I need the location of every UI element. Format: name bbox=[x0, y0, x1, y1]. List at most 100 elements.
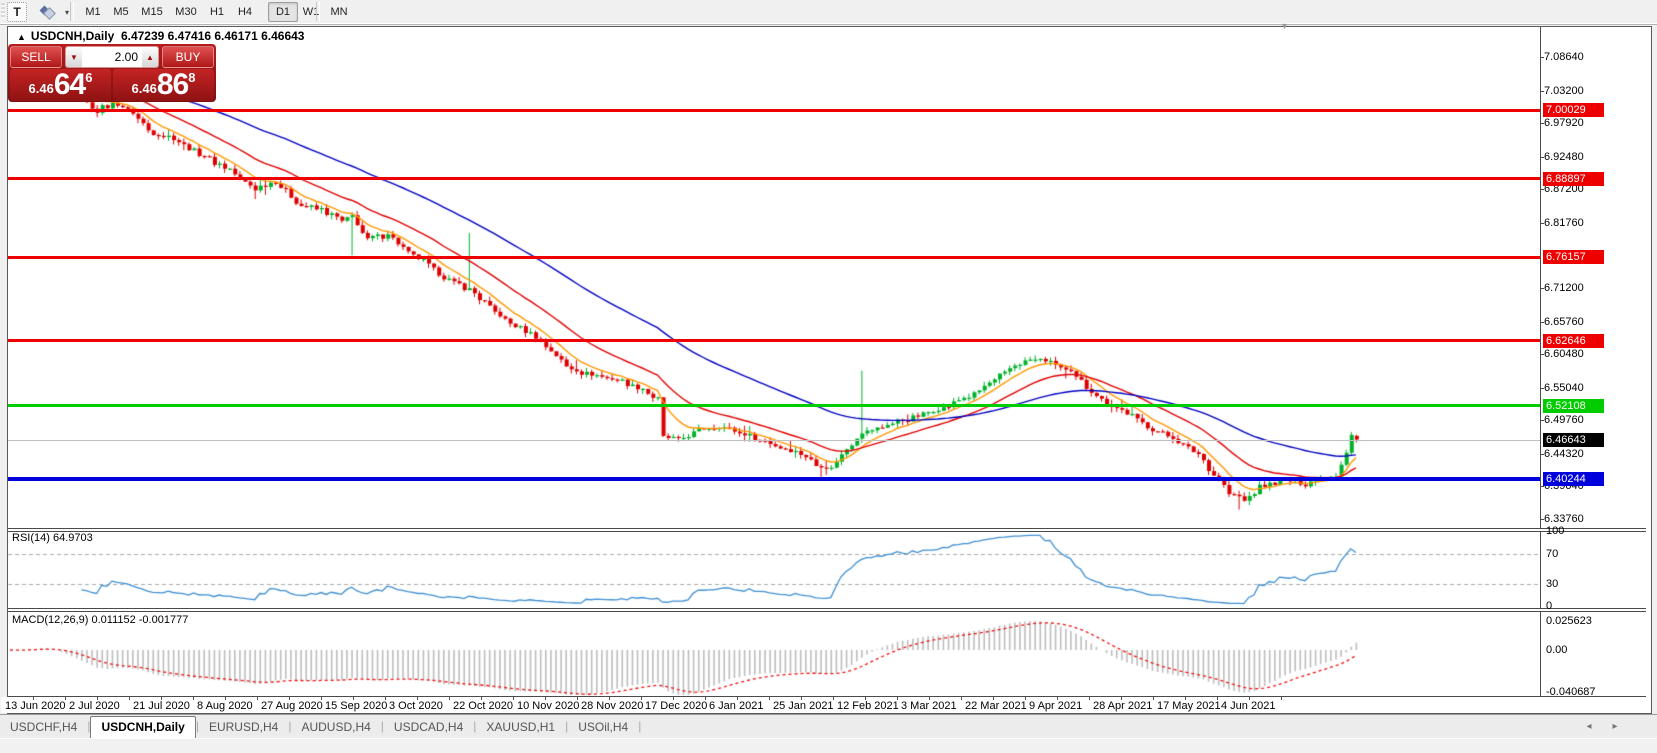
price-tick-label: 6.65760 bbox=[1544, 316, 1584, 328]
price-tick-label: 6.81760 bbox=[1544, 217, 1584, 229]
price-tick-label: 6.60480 bbox=[1544, 348, 1584, 360]
chart-shift-marker-icon[interactable]: ▼ bbox=[1280, 21, 1289, 31]
price-tick-mark bbox=[1540, 123, 1544, 124]
rsi-label: RSI(14) 64.9703 bbox=[12, 532, 93, 544]
date-tick-mark bbox=[481, 697, 482, 700]
level-price-label: 6.40244 bbox=[1543, 472, 1604, 486]
date-label: 22 Mar 2021 bbox=[965, 700, 1027, 712]
date-tick-mark bbox=[1281, 697, 1282, 700]
price-tick-label: 6.49760 bbox=[1544, 414, 1584, 426]
macd-scale-label: -0.040687 bbox=[1546, 686, 1596, 698]
date-tick-mark bbox=[161, 697, 162, 700]
date-tick-mark bbox=[577, 697, 578, 700]
date-tick-mark bbox=[1025, 697, 1026, 700]
date-label: 8 Aug 2020 bbox=[197, 700, 253, 712]
macd-label: MACD(12,26,9) 0.011152 -0.001777 bbox=[12, 614, 189, 626]
price-tick-mark bbox=[1540, 354, 1544, 355]
rsi-scale-label: 30 bbox=[1546, 578, 1559, 590]
date-tick-mark bbox=[385, 697, 386, 700]
price-tick-label: 6.33760 bbox=[1544, 513, 1584, 525]
volume-decrease-button[interactable]: ▼ bbox=[66, 47, 82, 67]
date-tick-mark bbox=[1121, 697, 1122, 700]
price-tick-mark bbox=[1540, 486, 1544, 487]
date-label: 22 Oct 2020 bbox=[453, 700, 513, 712]
volume-increase-button[interactable]: ▲ bbox=[142, 47, 158, 67]
date-label: 28 Nov 2020 bbox=[581, 700, 644, 712]
level-line-7.00029[interactable] bbox=[8, 109, 1540, 112]
price-tick-label: 7.03200 bbox=[1544, 85, 1584, 97]
current-price-label: 6.46643 bbox=[1543, 433, 1604, 447]
date-tick-mark bbox=[609, 697, 610, 700]
level-price-label: 6.52108 bbox=[1543, 399, 1604, 413]
date-label: 27 Aug 2020 bbox=[261, 700, 323, 712]
one-click-trading-panel: SELL ▼ 2.00 ▲ BUY 6.46 64 6 6.46 86 8 bbox=[8, 44, 216, 102]
date-tick-mark bbox=[1153, 697, 1154, 700]
date-tick-mark bbox=[897, 697, 898, 700]
date-tick-mark bbox=[1185, 697, 1186, 700]
price-tick-label: 6.97920 bbox=[1544, 117, 1584, 129]
rsi-scale-label: 0 bbox=[1546, 600, 1553, 612]
level-line-6.40244[interactable] bbox=[8, 477, 1540, 481]
date-tick-mark bbox=[961, 697, 962, 700]
level-price-label: 6.62646 bbox=[1543, 334, 1604, 348]
collapse-arrow-icon[interactable]: ▲ bbox=[17, 32, 26, 42]
price-tick-mark bbox=[1540, 388, 1544, 389]
price-tick-label: 6.71200 bbox=[1544, 282, 1584, 294]
price-tick-mark bbox=[1540, 91, 1544, 92]
price-tick-label: 7.08640 bbox=[1544, 51, 1584, 63]
price-tick-mark bbox=[1540, 322, 1544, 323]
price-tick-label: 6.44320 bbox=[1544, 448, 1584, 460]
current-price-line bbox=[8, 440, 1540, 441]
date-tick-mark bbox=[1057, 697, 1058, 700]
buy-price[interactable]: 6.46 86 8 bbox=[113, 69, 214, 101]
price-tick-mark bbox=[1540, 519, 1544, 520]
date-tick-mark bbox=[65, 697, 66, 700]
date-tick-mark bbox=[801, 697, 802, 700]
level-line-6.62646[interactable] bbox=[8, 339, 1540, 342]
level-line-6.52108[interactable] bbox=[8, 404, 1540, 407]
date-tick-mark bbox=[1089, 697, 1090, 700]
date-tick-mark bbox=[513, 697, 514, 700]
date-tick-mark bbox=[449, 697, 450, 700]
date-tick-mark bbox=[1217, 697, 1218, 700]
price-tick-mark bbox=[1540, 454, 1544, 455]
price-tick-label: 6.87200 bbox=[1544, 183, 1584, 195]
ohlc-values: 6.47239 6.47416 6.46171 6.46643 bbox=[120, 29, 305, 43]
date-tick-mark bbox=[417, 697, 418, 700]
buy-price-point: 8 bbox=[188, 70, 196, 85]
price-tick-mark bbox=[1540, 420, 1544, 421]
date-label: 15 Sep 2020 bbox=[325, 700, 388, 712]
macd-scale-label: 0.00 bbox=[1546, 644, 1568, 656]
macd-scale-label: 0.025623 bbox=[1546, 615, 1592, 627]
chart-title: ▲ USDCNH,Daily 6.47239 6.47416 6.46171 6.… bbox=[17, 29, 304, 43]
level-line-6.88897[interactable] bbox=[8, 177, 1540, 180]
date-label: 10 Nov 2020 bbox=[517, 700, 580, 712]
date-tick-mark bbox=[705, 697, 706, 700]
pane-separator[interactable] bbox=[8, 528, 1646, 532]
level-line-6.76157[interactable] bbox=[8, 256, 1540, 259]
sell-button[interactable]: SELL bbox=[10, 46, 62, 68]
sell-price-point: 6 bbox=[85, 70, 93, 85]
price-axis-border bbox=[1540, 27, 1541, 696]
volume-stepper: ▼ 2.00 ▲ bbox=[65, 46, 159, 68]
buy-button[interactable]: BUY bbox=[162, 46, 214, 68]
sell-price[interactable]: 6.46 64 6 bbox=[10, 69, 111, 101]
price-tick-mark bbox=[1540, 189, 1544, 190]
volume-input[interactable]: 2.00 bbox=[82, 47, 142, 67]
date-label: 25 Jan 2021 bbox=[773, 700, 834, 712]
pane-border bbox=[8, 696, 1646, 697]
pane-separator[interactable] bbox=[8, 608, 1646, 612]
level-price-label: 7.00029 bbox=[1543, 103, 1604, 117]
price-tick-mark bbox=[1540, 288, 1544, 289]
date-tick-mark bbox=[833, 697, 834, 700]
date-tick-mark bbox=[673, 697, 674, 700]
sell-price-pips: 64 bbox=[53, 68, 86, 101]
date-tick-mark bbox=[1249, 697, 1250, 700]
price-tick-mark bbox=[1540, 57, 1544, 58]
date-tick-mark bbox=[737, 697, 738, 700]
buy-price-pips: 86 bbox=[156, 68, 189, 101]
date-axis[interactable]: 13 Jun 2020 2 Jul 2020 21 Jul 2020 8 Aug 20… bbox=[1, 697, 1644, 713]
price-tick-label: 6.55040 bbox=[1544, 382, 1584, 394]
date-label: 6 Jan 2021 bbox=[709, 700, 764, 712]
